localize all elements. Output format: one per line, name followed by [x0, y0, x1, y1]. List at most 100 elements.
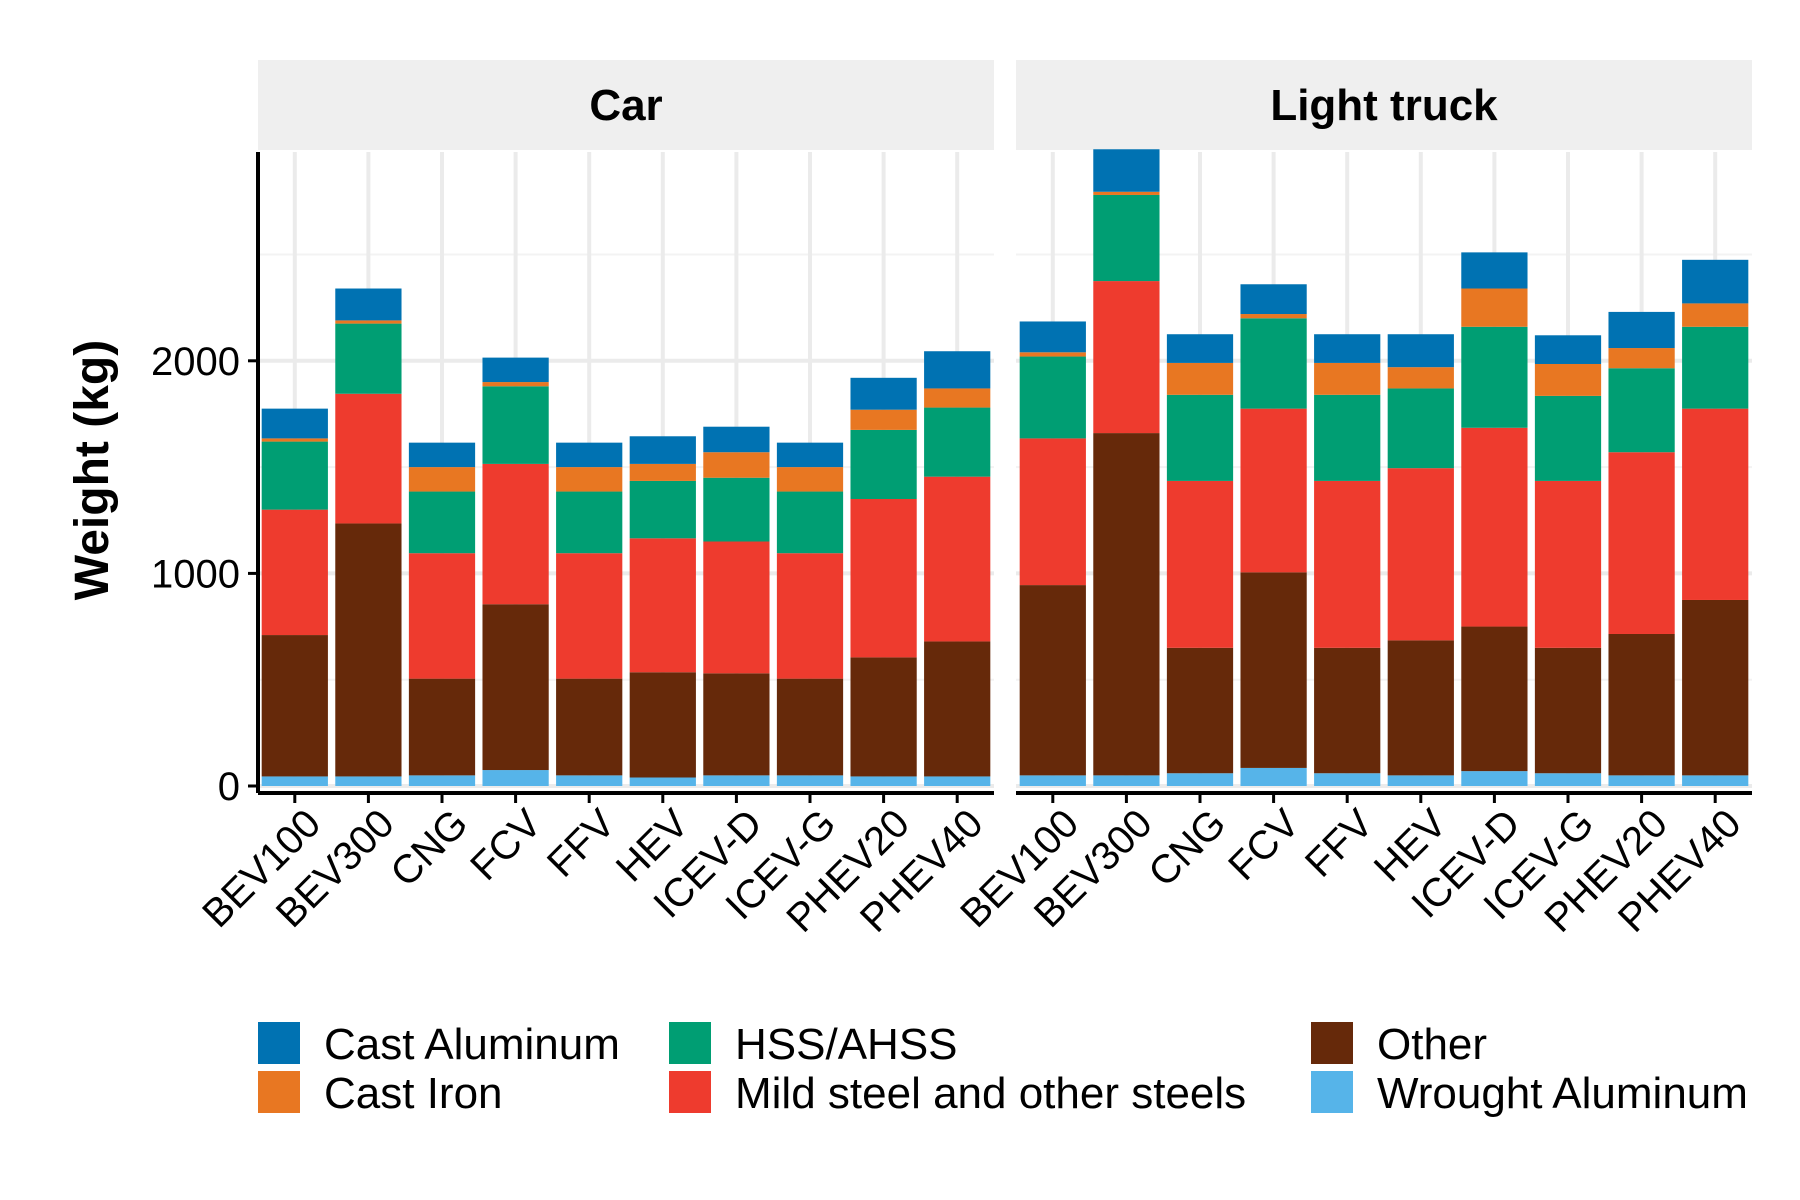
bar-segment-other: [703, 673, 770, 776]
legend-item-mild-steel-and-other-steels: Mild steel and other steels: [669, 1069, 1246, 1118]
bar-segment-other: [1093, 433, 1160, 776]
bar-segment-mild-steel-and-other-steels: [335, 393, 402, 524]
bar-segment-mild-steel-and-other-steels: [482, 463, 549, 605]
facet-strip-label: Light truck: [1270, 81, 1498, 130]
legend-item-hss-ahss: HSS/AHSS: [669, 1020, 958, 1069]
bar-segment-cast-iron: [1682, 303, 1749, 327]
bar-segment-cast-aluminum: [1387, 334, 1454, 368]
bar-segment-wrought-aluminum: [1314, 773, 1381, 786]
bar-segment-cast-aluminum: [776, 442, 844, 468]
legend-swatch: [1311, 1071, 1353, 1113]
bar-segment-hss-ahss: [1314, 394, 1381, 481]
bar-segment-other: [1314, 647, 1381, 774]
bar-segment-mild-steel-and-other-steels: [1534, 480, 1602, 648]
x-tick-label: FCV: [462, 801, 550, 889]
bar-segment-mild-steel-and-other-steels: [629, 538, 696, 673]
bar-segment-cast-aluminum: [1534, 335, 1602, 364]
bar-segment-cast-aluminum: [408, 442, 476, 468]
legend-swatch: [258, 1022, 300, 1064]
bar-segment-wrought-aluminum: [335, 776, 402, 786]
bar-segment-cast-aluminum: [1019, 321, 1086, 353]
y-axis-title: Weight (kg): [66, 340, 119, 600]
bar-segment-wrought-aluminum: [924, 776, 991, 786]
bar-segment-other: [1019, 585, 1086, 776]
bar-segment-wrought-aluminum: [703, 775, 770, 786]
bar-segment-cast-iron: [408, 467, 476, 492]
legend-item-cast-aluminum: Cast Aluminum: [258, 1020, 620, 1069]
legend-swatch: [669, 1022, 711, 1064]
bar-segment-hss-ahss: [1166, 394, 1234, 481]
bar-segment-cast-iron: [1461, 288, 1528, 327]
bar-segment-cast-aluminum: [1166, 334, 1234, 363]
bar-segment-hss-ahss: [776, 491, 844, 554]
bar-segment-wrought-aluminum: [482, 770, 549, 786]
bar-segment-wrought-aluminum: [850, 776, 917, 786]
bar-segment-cast-iron: [850, 409, 917, 430]
bar-segment-wrought-aluminum: [1387, 775, 1454, 786]
bar-segment-cast-aluminum: [556, 442, 623, 468]
x-tick-label: FFV: [1297, 801, 1382, 886]
panel-light-truck: Light truckBEV100BEV300CNGFCVFFVHEVICEV-…: [952, 60, 1752, 941]
x-tick-label: CNG: [1140, 801, 1234, 895]
bar-segment-mild-steel-and-other-steels: [703, 541, 770, 674]
bars: [261, 288, 991, 786]
legend-label: Cast Iron: [324, 1069, 503, 1118]
bar-segment-other: [924, 641, 991, 777]
bar-segment-other: [335, 523, 402, 777]
bar-segment-wrought-aluminum: [629, 777, 696, 786]
bar-segment-mild-steel-and-other-steels: [1461, 427, 1528, 627]
bar-segment-cast-iron: [1166, 362, 1234, 395]
legend-item-wrought-aluminum: Wrought Aluminum: [1311, 1069, 1748, 1118]
bar-segment-hss-ahss: [335, 323, 402, 394]
bar-segment-mild-steel-and-other-steels: [261, 509, 328, 636]
bar-segment-other: [1387, 640, 1454, 776]
bar-segment-cast-aluminum: [629, 436, 696, 464]
y-tick-label: 1000: [151, 552, 240, 596]
bar-segment-other: [776, 678, 844, 776]
bar-segment-hss-ahss: [1461, 326, 1528, 428]
bar-segment-cast-iron: [1314, 362, 1381, 395]
bar-segment-cast-aluminum: [1461, 252, 1528, 289]
bar-segment-other: [261, 635, 328, 777]
bar-segment-mild-steel-and-other-steels: [1387, 468, 1454, 641]
bar-segment-cast-iron: [1387, 367, 1454, 389]
bar-segment-wrought-aluminum: [1019, 775, 1086, 786]
bar-segment-hss-ahss: [1387, 388, 1454, 469]
bar-segment-other: [408, 678, 476, 776]
bar-segment-other: [556, 678, 623, 776]
legend-item-other: Other: [1311, 1020, 1487, 1069]
bar-segment-mild-steel-and-other-steels: [850, 498, 917, 658]
legend-label: Cast Aluminum: [324, 1020, 620, 1069]
bar-segment-hss-ahss: [556, 491, 623, 554]
bar-segment-other: [1534, 647, 1602, 774]
bar-segment-cast-aluminum: [1240, 284, 1307, 315]
bar-segment-cast-iron: [1093, 191, 1160, 195]
bar-segment-hss-ahss: [850, 429, 917, 499]
bar-segment-wrought-aluminum: [1608, 775, 1675, 786]
bar-segment-cast-iron: [335, 320, 402, 324]
bar-segment-hss-ahss: [408, 491, 476, 554]
bar-segment-mild-steel-and-other-steels: [1093, 281, 1160, 434]
bar-segment-mild-steel-and-other-steels: [1608, 452, 1675, 634]
bar-segment-mild-steel-and-other-steels: [1240, 408, 1307, 573]
panel-car: CarBEV100BEV300CNGFCVFFVHEVICEV-DICEV-GP…: [151, 60, 994, 941]
bar-segment-hss-ahss: [1019, 356, 1086, 439]
bar-segment-mild-steel-and-other-steels: [556, 553, 623, 679]
facet-strip-label: Car: [589, 81, 662, 130]
bar-segment-cast-iron: [1019, 352, 1086, 357]
facet-strip: [1016, 60, 1752, 150]
bar-segment-other: [482, 604, 549, 771]
bar-segment-mild-steel-and-other-steels: [1682, 408, 1749, 600]
bar-segment-cast-aluminum: [335, 288, 402, 321]
bar-segment-mild-steel-and-other-steels: [408, 553, 476, 679]
x-tick-label: FFV: [539, 801, 624, 886]
legend-item-cast-iron: Cast Iron: [258, 1069, 503, 1118]
bar-segment-cast-aluminum: [1093, 149, 1160, 192]
legend-swatch: [1311, 1022, 1353, 1064]
bar-segment-mild-steel-and-other-steels: [1314, 480, 1381, 648]
x-tick-label: CNG: [382, 801, 476, 895]
bar-segment-wrought-aluminum: [1682, 775, 1749, 786]
legend-swatch: [669, 1071, 711, 1113]
